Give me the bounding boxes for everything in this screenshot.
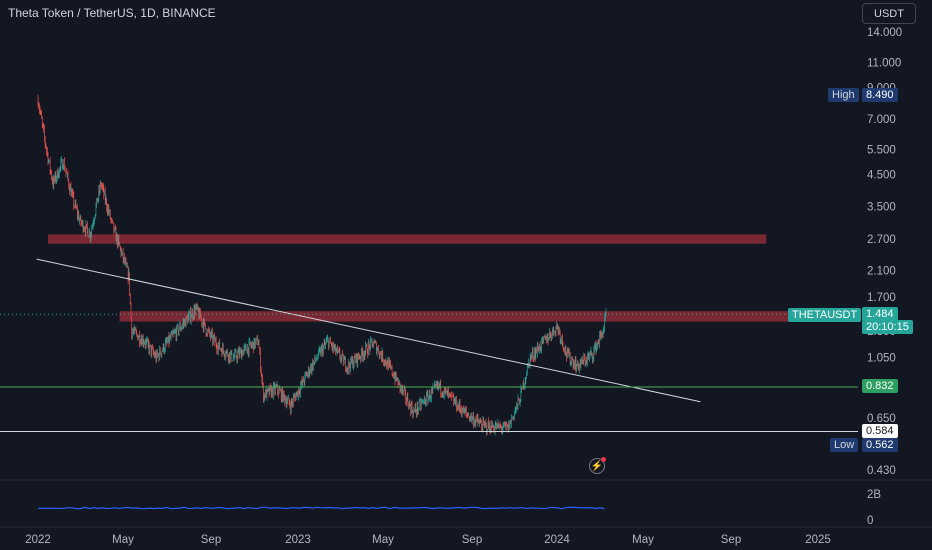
time-tick-label: 2023 (285, 534, 311, 546)
alert-dot (601, 457, 606, 462)
high-label: High (828, 88, 859, 102)
resistance-zone-1 (48, 234, 767, 244)
price-tick-label: 1.050 (867, 353, 896, 365)
price-tick-label: 1.700 (867, 292, 896, 304)
volume-tick-label: 2B (867, 489, 881, 501)
price-tick-label: 4.500 (867, 170, 896, 182)
volume-axis: 2B 0 (867, 489, 881, 527)
price-tick-label: 0.650 (867, 413, 896, 425)
time-tick-label: Sep (721, 534, 741, 546)
time-tick-label: May (632, 534, 654, 546)
low-value: 0.562 (862, 438, 898, 452)
white-level-value: 0.584 (862, 424, 898, 438)
time-tick-label: 2022 (25, 534, 51, 546)
green-level-value: 0.832 (862, 379, 898, 393)
price-tick-label: 0.430 (867, 465, 896, 477)
low-label: Low (830, 438, 859, 452)
volume-tick-label: 0 (867, 515, 873, 527)
candlestick-series (37, 94, 607, 436)
last-price-value: 1.484 (862, 307, 898, 321)
price-tick-label: 7.000 (867, 114, 896, 126)
time-tick-label: May (112, 534, 134, 546)
time-tick-label: 2025 (805, 534, 831, 546)
time-tick-label: May (372, 534, 394, 546)
bar-countdown: 20:10:15 (862, 320, 913, 334)
lightning-alert-icon[interactable]: ⚡ (589, 457, 606, 474)
price-tick-label: 2.100 (867, 266, 896, 278)
price-tick-label: 11.000 (867, 57, 901, 69)
trendline (36, 258, 701, 403)
high-value: 8.490 (862, 88, 898, 102)
price-tick-label: 2.700 (867, 234, 896, 246)
time-tick-label: Sep (201, 534, 221, 546)
price-tick-label: 5.500 (867, 144, 896, 156)
chart-title: Theta Token / TetherUS, 1D, BINANCE (8, 6, 216, 20)
time-tick-label: Sep (462, 534, 482, 546)
price-tick-label: 3.500 (867, 201, 896, 213)
resistance-zone-2 (119, 311, 792, 322)
currency-button[interactable]: USDT (862, 3, 916, 24)
symbol-label: THETAUSDT (788, 308, 862, 322)
time-axis: 2022 May Sep 2023 May Sep 2024 May Sep 2025 (25, 534, 831, 546)
volume-line (37, 506, 605, 510)
chart-lines (0, 258, 858, 433)
volume-pane (37, 506, 605, 510)
price-tick-label: 14.000 (867, 27, 902, 39)
resistance-zones (48, 234, 792, 322)
time-tick-label: 2024 (544, 534, 570, 546)
